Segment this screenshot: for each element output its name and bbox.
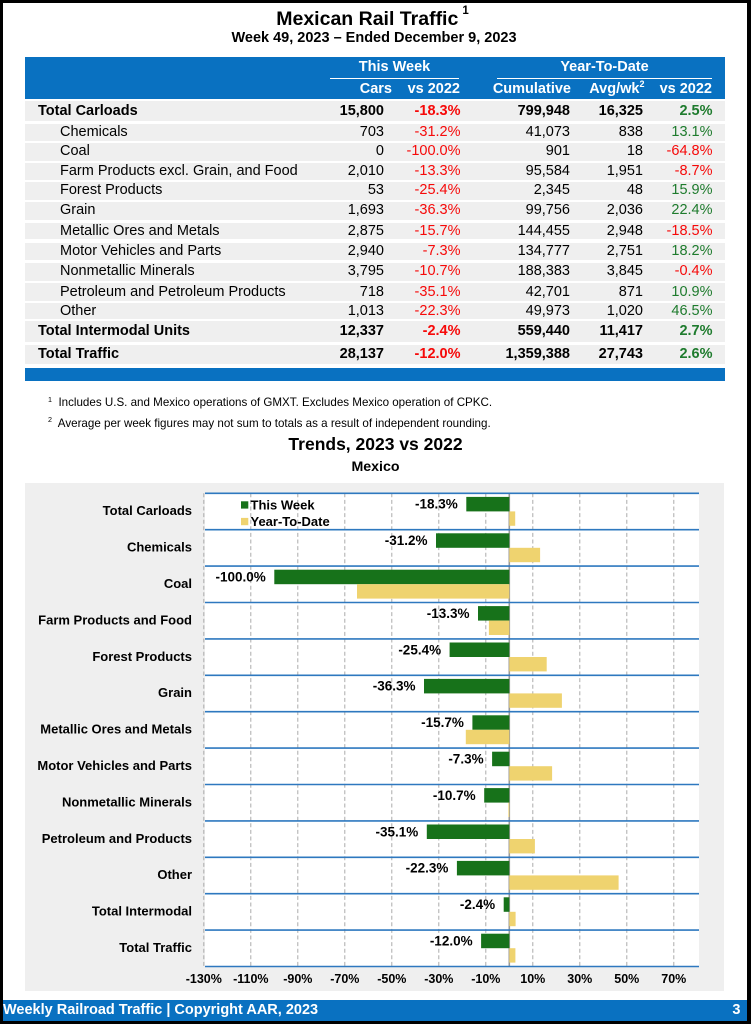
svg-text:70%: 70% bbox=[661, 972, 686, 986]
svg-text:-10.7%: -10.7% bbox=[433, 788, 476, 803]
svg-text:-90%: -90% bbox=[283, 972, 312, 986]
svg-text:-30%: -30% bbox=[424, 972, 453, 986]
svg-text:Chemicals: Chemicals bbox=[127, 540, 192, 555]
svg-text:Petroleum and Products: Petroleum and Products bbox=[42, 831, 192, 846]
svg-text:-36.3%: -36.3% bbox=[373, 679, 416, 694]
svg-text:-12.0%: -12.0% bbox=[430, 934, 473, 949]
svg-text:Coal: Coal bbox=[164, 576, 192, 591]
svg-text:Grain: Grain bbox=[158, 685, 192, 700]
svg-text:-22.3%: -22.3% bbox=[406, 861, 449, 876]
svg-text:Total Intermodal: Total Intermodal bbox=[92, 904, 192, 919]
svg-text:-31.2%: -31.2% bbox=[385, 533, 428, 548]
svg-text:-35.1%: -35.1% bbox=[376, 824, 419, 839]
svg-text:-2.4%: -2.4% bbox=[460, 897, 495, 912]
svg-text:-7.3%: -7.3% bbox=[448, 752, 483, 767]
svg-text:Forest Products: Forest Products bbox=[92, 649, 192, 664]
svg-text:Metallic Ores and Metals: Metallic Ores and Metals bbox=[40, 722, 192, 737]
svg-text:-130%: -130% bbox=[186, 972, 222, 986]
svg-text:Year-To-Date: Year-To-Date bbox=[251, 514, 330, 529]
svg-text:-50%: -50% bbox=[377, 972, 406, 986]
svg-text:-100.0%: -100.0% bbox=[216, 570, 266, 585]
svg-text:-15.7%: -15.7% bbox=[421, 715, 464, 730]
svg-text:50%: 50% bbox=[614, 972, 639, 986]
svg-text:30%: 30% bbox=[567, 972, 592, 986]
svg-text:Motor Vehicles and Parts: Motor Vehicles and Parts bbox=[37, 758, 192, 773]
svg-text:-110%: -110% bbox=[233, 972, 268, 986]
svg-text:Other: Other bbox=[157, 867, 192, 882]
svg-text:Farm Products and Food: Farm Products and Food bbox=[38, 612, 192, 627]
svg-text:-25.4%: -25.4% bbox=[398, 642, 441, 657]
svg-text:10%: 10% bbox=[520, 972, 545, 986]
svg-text:-18.3%: -18.3% bbox=[415, 497, 458, 512]
svg-text:-70%: -70% bbox=[330, 972, 359, 986]
svg-text:Total Carloads: Total Carloads bbox=[103, 503, 192, 518]
svg-text:This Week: This Week bbox=[251, 498, 316, 513]
svg-text:-10%: -10% bbox=[471, 972, 500, 986]
svg-text:Nonmetallic Minerals: Nonmetallic Minerals bbox=[62, 794, 192, 809]
svg-text:-13.3%: -13.3% bbox=[427, 606, 470, 621]
svg-text:Total Traffic: Total Traffic bbox=[119, 940, 192, 955]
